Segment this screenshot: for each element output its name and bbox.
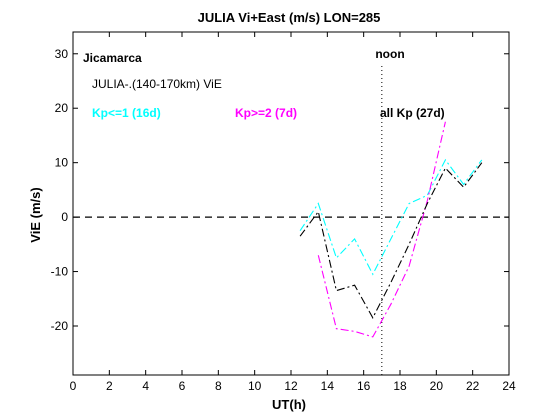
legend-all-kp: all Kp (27d) bbox=[380, 106, 445, 120]
site-label: Jicamarca bbox=[83, 51, 142, 65]
x-tick-label: 24 bbox=[502, 379, 516, 393]
x-tick-label: 20 bbox=[430, 379, 444, 393]
series-line-3 bbox=[299, 162, 483, 319]
y-tick-label: 10 bbox=[55, 156, 69, 170]
x-tick-label: 12 bbox=[284, 379, 298, 393]
x-tick-label: 18 bbox=[393, 379, 407, 393]
x-tick-label: 16 bbox=[357, 379, 371, 393]
y-axis-label: ViE (m/s) bbox=[28, 187, 43, 242]
series-line-2 bbox=[317, 121, 446, 338]
legend-kp-high: Kp>=2 (7d) bbox=[235, 106, 297, 120]
noon-label: noon bbox=[375, 47, 404, 61]
x-tick-label: 4 bbox=[142, 379, 149, 393]
chart-title: JULIA Vi+East (m/s) LON=285 bbox=[198, 10, 381, 25]
y-tick-label: 20 bbox=[55, 101, 69, 115]
x-tick-label: 6 bbox=[179, 379, 186, 393]
legend-kp-low: Kp<=1 (16d) bbox=[92, 106, 161, 120]
x-tick-label: 14 bbox=[321, 379, 335, 393]
y-tick-label: -10 bbox=[51, 265, 69, 279]
x-tick-label: 8 bbox=[215, 379, 222, 393]
series-line-1 bbox=[299, 158, 483, 276]
x-tick-label: 2 bbox=[106, 379, 113, 393]
y-tick-label: -20 bbox=[51, 319, 69, 333]
x-tick-label: 10 bbox=[248, 379, 262, 393]
x-tick-label: 0 bbox=[70, 379, 77, 393]
x-tick-label: 22 bbox=[466, 379, 480, 393]
x-axis-label: UT(h) bbox=[272, 397, 306, 412]
subtitle-label: JULIA-.(140-170km) ViE bbox=[92, 77, 222, 91]
y-tick-label: 0 bbox=[61, 210, 68, 224]
y-tick-label: 30 bbox=[55, 47, 69, 61]
